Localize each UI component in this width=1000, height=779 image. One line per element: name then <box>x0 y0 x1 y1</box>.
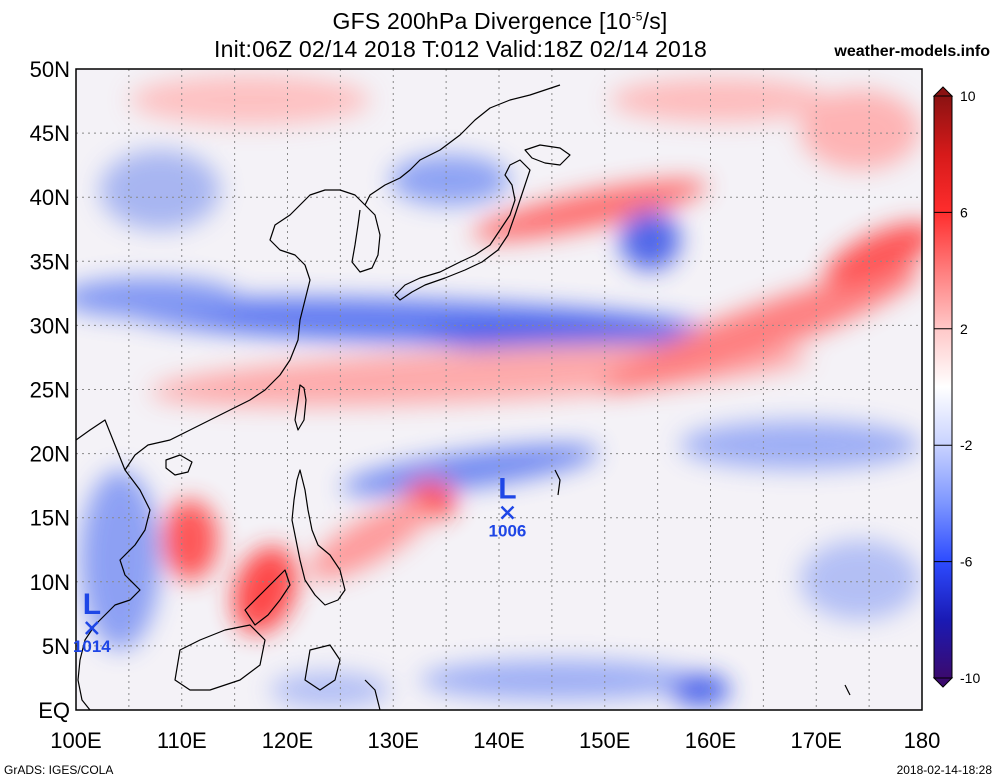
coastlines <box>76 84 851 710</box>
generation-timestamp: 2018-02-14-18:28 <box>896 763 992 777</box>
colorbar-label: 6 <box>960 204 968 220</box>
divergence-field <box>76 69 922 710</box>
lon-label: 150E <box>579 728 630 753</box>
title-main: GFS 200hPa Divergence [10 <box>332 8 632 34</box>
lon-label: 120E <box>262 728 313 753</box>
colorbar-label: -2 <box>960 437 973 453</box>
lat-lon-grid <box>76 69 922 710</box>
colorbar-label: 10 <box>960 88 976 104</box>
lat-label: 35N <box>30 249 70 274</box>
low-letter: L <box>498 473 516 506</box>
lon-label: 180 <box>904 728 941 753</box>
lat-label: EQ <box>38 698 70 723</box>
lon-label: 160E <box>685 728 736 753</box>
low-pressure-markers: L 1006 L 1014 <box>73 473 526 656</box>
map-subtitle: Init:06Z 02/14 2018 T:012 Valid:18Z 02/1… <box>214 36 707 62</box>
colorbar: 10 6 2 -2 -6 -10 <box>932 86 980 688</box>
lat-label: 15N <box>30 506 70 531</box>
lon-label: 100E <box>50 728 101 753</box>
grads-credit: GrADS: IGES/COLA <box>4 763 114 777</box>
site-credit: weather-models.info <box>834 43 990 60</box>
low-pressure-value: 1006 <box>489 522 527 541</box>
lon-label: 140E <box>473 728 524 753</box>
longitude-axis-labels: 100E 110E 120E 130E 140E 150E 160E 170E 180 <box>50 728 940 753</box>
low-letter: L <box>83 588 101 621</box>
lat-label: 45N <box>30 121 70 146</box>
latitude-axis-labels: EQ 5N 10N 15N 20N 25N 30N 35N 40N 45N 50N <box>30 57 70 723</box>
lon-label: 110E <box>157 728 207 753</box>
colorbar-label: -6 <box>960 554 973 570</box>
lat-label: 50N <box>30 57 70 82</box>
lon-label: 170E <box>791 728 842 753</box>
map-title: GFS 200hPa Divergence [10-5/s] <box>0 8 1000 35</box>
lat-label: 5N <box>42 634 70 659</box>
colorbar-label: -10 <box>960 670 980 686</box>
colorbar-label: 2 <box>960 321 968 337</box>
title-exponent: -5 <box>631 9 643 24</box>
title-unit: /s] <box>642 8 668 34</box>
plot-frame <box>75 68 923 711</box>
lat-label: 40N <box>30 185 70 210</box>
low-marker: L 1014 <box>73 588 111 656</box>
lon-label: 130E <box>368 728 419 753</box>
lat-label: 20N <box>30 442 70 467</box>
map-figure: 100E 110E 120E 130E 140E 150E 160E 170E 180 EQ 5N… <box>30 57 981 753</box>
lat-label: 30N <box>30 313 70 338</box>
low-center-cross <box>84 621 99 635</box>
low-center-cross <box>500 505 515 520</box>
low-marker: L 1006 <box>489 473 527 541</box>
lat-label: 25N <box>30 378 70 403</box>
low-pressure-value: 1014 <box>73 637 111 656</box>
lat-label: 10N <box>30 570 70 595</box>
